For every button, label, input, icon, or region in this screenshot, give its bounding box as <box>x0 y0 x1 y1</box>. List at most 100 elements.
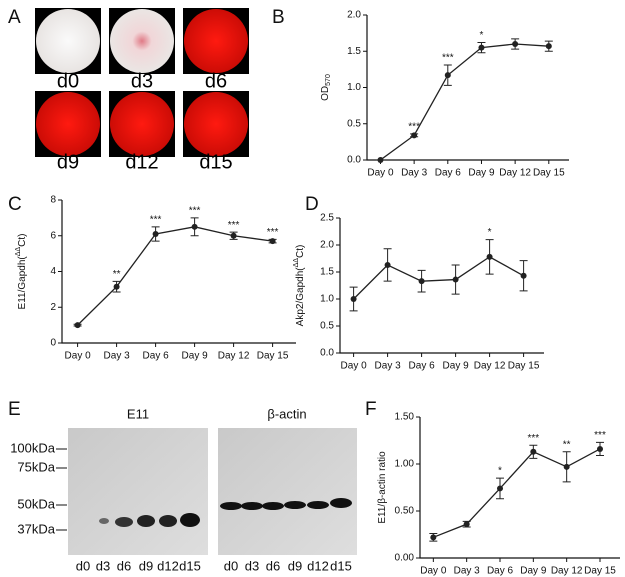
y-axis-label-part: OD <box>320 86 331 101</box>
y-tick-label: 0 <box>50 338 56 349</box>
y-tick-label: 2.0 <box>320 240 334 251</box>
blot-images <box>56 428 357 555</box>
axis <box>61 200 296 344</box>
panel-label: D <box>305 194 319 215</box>
axis <box>366 15 569 161</box>
series-line <box>353 256 524 300</box>
data-point <box>113 283 120 290</box>
well-label: d3 <box>131 70 153 92</box>
data-point <box>497 485 503 492</box>
y-axis-label-part: 570 <box>325 74 332 86</box>
well-label: d12 <box>125 151 158 173</box>
y-axis-label-part: E11/β-actin ratio <box>377 451 388 524</box>
axis <box>339 218 544 354</box>
data-point <box>230 232 237 239</box>
y-axis-label-part: E11/Gapdh( <box>17 256 28 310</box>
y-tick-label: 0.50 <box>395 506 415 517</box>
x-tick-label: Day 12 <box>499 168 531 179</box>
panel-label: C <box>8 194 22 215</box>
blot-title: β-actin <box>267 406 306 421</box>
significance: * <box>480 30 484 41</box>
y-tick-label: 1.5 <box>320 267 334 278</box>
x-tick-label: Day 9 <box>468 168 495 179</box>
lane-label: d3 <box>96 558 110 573</box>
panel-label: B <box>272 7 285 28</box>
significance: ** <box>563 439 571 450</box>
data-point <box>530 448 537 455</box>
x-tick-label: Day 15 <box>257 351 289 362</box>
well-label: d9 <box>57 151 79 173</box>
data-point <box>430 534 437 541</box>
lane-label: d12 <box>307 558 329 573</box>
lane-label: d12 <box>157 558 179 573</box>
y-axis-label-part: Akp2/Gapdh( <box>295 267 306 327</box>
y-axis-label-part: ΔΔ <box>293 258 300 268</box>
data-point <box>520 272 527 279</box>
y-tick-label: 8 <box>50 195 56 206</box>
x-tick-label: Day 6 <box>143 351 170 362</box>
lane-label: d15 <box>179 558 201 573</box>
data-point <box>545 43 552 50</box>
well-label: d6 <box>205 70 227 92</box>
significance: * <box>498 466 502 477</box>
lane-label: d9 <box>139 558 153 573</box>
y-tick-label: 0.00 <box>395 553 415 564</box>
data-point <box>444 72 451 79</box>
y-tick-label: 6 <box>50 230 56 241</box>
data-point <box>74 322 81 329</box>
data-point <box>350 296 357 302</box>
y-axis-label-part: ΔΔ <box>15 247 22 257</box>
data-point <box>377 157 384 163</box>
data-point <box>486 253 493 260</box>
lane-label: d6 <box>117 558 131 573</box>
x-tick-label: Day 6 <box>435 168 462 179</box>
significance: *** <box>228 220 240 231</box>
y-axis-label: E11/β-actin ratio <box>377 451 388 524</box>
x-tick-label: Day 15 <box>584 566 616 577</box>
well-images <box>35 8 249 157</box>
lane-label: d6 <box>266 558 280 573</box>
data-point <box>152 230 159 237</box>
significance: *** <box>408 122 420 133</box>
y-axis-label: E11/Gapdh(ΔΔCt) <box>15 234 27 310</box>
y-tick-label: 1.0 <box>320 294 334 305</box>
y-tick-label: 0.0 <box>320 348 334 359</box>
y-tick-label: 1.0 <box>347 82 361 93</box>
marker-label: 37kDa <box>17 521 55 536</box>
y-tick-label: 1.5 <box>347 46 361 57</box>
y-tick-label: 2.5 <box>320 213 334 224</box>
x-tick-label: Day 0 <box>420 566 447 577</box>
data-point <box>384 261 391 268</box>
x-tick-label: Day 9 <box>443 361 470 372</box>
panel-label: E <box>8 399 21 420</box>
data-point <box>269 238 276 245</box>
lane-label: d9 <box>288 558 302 573</box>
x-tick-label: Day 3 <box>401 168 428 179</box>
significance: *** <box>189 206 201 217</box>
series-line <box>77 226 273 326</box>
y-tick-label: 0.5 <box>347 118 361 129</box>
panel-label: F <box>365 399 377 420</box>
lane-label: d0 <box>224 558 238 573</box>
data-point <box>191 223 198 230</box>
well-label: d0 <box>57 70 79 92</box>
y-tick-label: 2 <box>50 302 56 313</box>
series-line <box>433 448 601 538</box>
series-line <box>380 43 549 161</box>
significance: *** <box>150 214 162 225</box>
lane-label: d15 <box>330 558 352 573</box>
y-tick-label: 2.0 <box>347 10 361 21</box>
significance: *** <box>442 53 454 64</box>
x-tick-label: Day 12 <box>218 351 250 362</box>
significance: *** <box>527 433 539 444</box>
data-point <box>597 445 603 452</box>
x-tick-label: Day 6 <box>409 361 436 372</box>
significance: ** <box>113 269 121 280</box>
y-tick-label: 0.5 <box>320 321 334 332</box>
x-tick-label: Day 15 <box>508 361 540 372</box>
x-tick-label: Day 12 <box>551 566 583 577</box>
data-point <box>563 463 570 470</box>
data-point <box>418 278 425 285</box>
data-point <box>478 44 485 51</box>
blot-title: E11 <box>127 406 149 421</box>
